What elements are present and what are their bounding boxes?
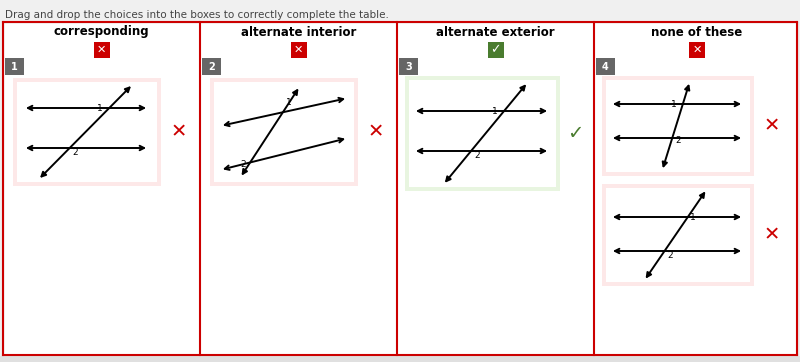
Text: 2: 2 <box>208 62 215 72</box>
Bar <box>5 58 24 75</box>
Text: 2: 2 <box>474 151 480 160</box>
Text: ✕: ✕ <box>764 226 780 244</box>
Text: 2: 2 <box>675 136 681 145</box>
Text: none of these: none of these <box>651 25 742 38</box>
Text: 1: 1 <box>286 98 292 107</box>
Text: ✕: ✕ <box>171 122 187 142</box>
Bar <box>94 42 110 58</box>
Text: 4: 4 <box>602 62 609 72</box>
Bar <box>13 78 161 186</box>
Bar <box>214 82 354 182</box>
Text: 3: 3 <box>405 62 412 72</box>
Bar <box>0 356 800 362</box>
Text: ✕: ✕ <box>692 45 702 55</box>
Text: 1: 1 <box>492 107 498 116</box>
Text: alternate interior: alternate interior <box>241 25 356 38</box>
Text: ✕: ✕ <box>97 45 106 55</box>
Bar <box>405 76 560 191</box>
Text: 2: 2 <box>73 148 78 157</box>
Text: corresponding: corresponding <box>54 25 150 38</box>
Text: 2: 2 <box>240 160 246 169</box>
Text: ✕: ✕ <box>294 45 303 55</box>
Bar <box>290 42 306 58</box>
Bar <box>202 58 221 75</box>
Text: ✕: ✕ <box>368 122 384 142</box>
Text: Drag and drop the choices into the boxes to correctly complete the table.: Drag and drop the choices into the boxes… <box>5 10 389 20</box>
Bar <box>606 188 750 282</box>
Bar <box>606 80 750 172</box>
Bar <box>17 82 157 182</box>
Text: alternate exterior: alternate exterior <box>436 25 555 38</box>
Text: 1: 1 <box>690 213 695 222</box>
Text: ✓: ✓ <box>567 124 583 143</box>
Bar <box>602 184 754 286</box>
Bar <box>596 58 615 75</box>
Text: 1: 1 <box>671 100 677 109</box>
Text: ✓: ✓ <box>490 43 501 56</box>
Bar <box>409 80 556 187</box>
Bar <box>689 42 705 58</box>
Bar <box>602 76 754 176</box>
Bar <box>210 78 358 186</box>
Text: 1: 1 <box>98 104 103 113</box>
Text: 2: 2 <box>667 251 673 260</box>
Text: ✕: ✕ <box>764 117 780 135</box>
Text: 1: 1 <box>11 62 18 72</box>
Bar <box>487 42 503 58</box>
Bar <box>399 58 418 75</box>
